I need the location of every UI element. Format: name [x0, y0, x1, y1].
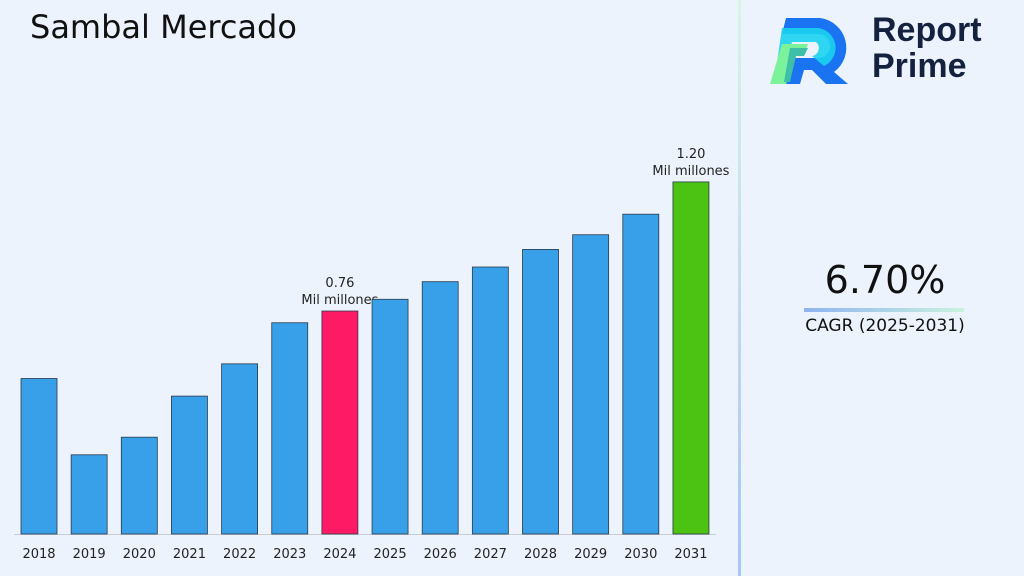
- bar-2029: [572, 234, 610, 535]
- brand-line1: Report: [872, 11, 982, 49]
- tick-label-2022: 2022: [223, 547, 256, 562]
- brand-name: Report Prime: [872, 12, 982, 84]
- tick-label-2029: 2029: [574, 547, 607, 562]
- bar-2019: [70, 454, 108, 535]
- bar-2024: [321, 310, 359, 535]
- bar-2022: [221, 363, 259, 535]
- cagr-value: 6.70%: [824, 258, 946, 302]
- cagr-label: CAGR (2025-2031): [805, 316, 965, 336]
- bar-2018: [20, 378, 58, 535]
- tick-label-2028: 2028: [524, 547, 557, 562]
- tick-label-2030: 2030: [624, 547, 657, 562]
- tick-label-2026: 2026: [424, 547, 457, 562]
- tick-label-2018: 2018: [22, 547, 55, 562]
- data-label-value-2031: 1.20: [676, 147, 705, 162]
- tick-label-2031: 2031: [674, 547, 707, 562]
- data-label-unit-2031: Mil millones: [652, 164, 729, 179]
- tick-label-2020: 2020: [123, 547, 156, 562]
- bar-2031: [672, 181, 710, 535]
- cagr-underline: [804, 308, 964, 312]
- divider: [738, 0, 741, 576]
- brand-line2: Prime: [872, 47, 967, 85]
- tick-label-2027: 2027: [474, 547, 507, 562]
- tick-label-2019: 2019: [73, 547, 106, 562]
- bar-2026: [421, 281, 459, 535]
- chart-title: Sambal Mercado: [30, 8, 297, 46]
- tick-label-2024: 2024: [323, 547, 356, 562]
- bar-2030: [622, 213, 660, 535]
- bar-2027: [471, 266, 509, 535]
- tick-label-2021: 2021: [173, 547, 206, 562]
- bar-2020: [120, 436, 158, 535]
- bar-chart: 2018 2019 2020 2021 2022 2023 2024 0.76 Mil mill…: [14, 147, 730, 562]
- bar-2023: [271, 322, 309, 535]
- data-label-value-2024: 0.76: [325, 276, 354, 291]
- bar-2025: [371, 298, 409, 535]
- report-prime-logo-icon: [770, 18, 848, 84]
- bar-2021: [171, 395, 208, 535]
- tick-label-2023: 2023: [273, 547, 306, 562]
- bar-2028: [522, 249, 559, 535]
- tick-label-2025: 2025: [374, 547, 407, 562]
- data-label-unit-2024: Mil millones: [301, 293, 378, 308]
